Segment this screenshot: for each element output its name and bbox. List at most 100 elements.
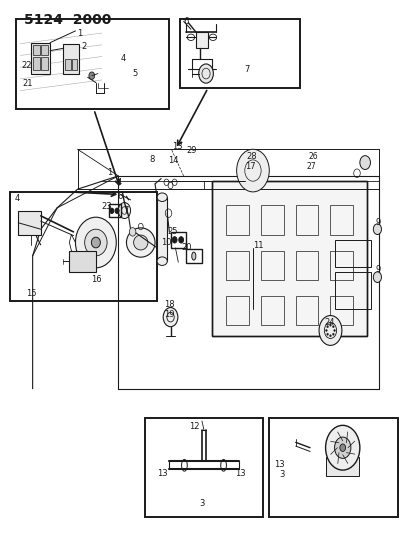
Circle shape: [327, 326, 328, 328]
Text: 18: 18: [164, 301, 175, 309]
Circle shape: [199, 64, 213, 83]
Circle shape: [330, 324, 331, 326]
Text: 2: 2: [81, 43, 86, 51]
Circle shape: [335, 437, 351, 458]
Circle shape: [129, 228, 136, 236]
Circle shape: [179, 237, 184, 243]
Text: 8: 8: [149, 156, 155, 164]
Bar: [65, 59, 71, 70]
Bar: [69, 251, 96, 272]
Text: 14: 14: [168, 157, 179, 165]
Bar: [296, 296, 318, 325]
Circle shape: [360, 156, 370, 169]
Circle shape: [89, 72, 95, 79]
Text: 5: 5: [132, 69, 137, 78]
Text: 13: 13: [173, 142, 183, 151]
Bar: [157, 197, 167, 261]
Bar: [33, 57, 40, 70]
Text: 19: 19: [164, 310, 175, 319]
Text: 7: 7: [124, 206, 129, 215]
Circle shape: [333, 333, 334, 335]
Bar: [18, 211, 41, 235]
Ellipse shape: [157, 257, 167, 265]
Text: 4: 4: [15, 195, 20, 203]
Ellipse shape: [85, 229, 107, 256]
Text: 15: 15: [27, 289, 37, 297]
Text: 27: 27: [306, 162, 316, 171]
Bar: [296, 205, 318, 235]
Ellipse shape: [157, 193, 167, 201]
Circle shape: [237, 149, 269, 192]
Bar: [10, 192, 157, 301]
Bar: [196, 32, 208, 48]
Text: 4: 4: [121, 54, 126, 63]
Bar: [226, 251, 249, 280]
Bar: [330, 296, 353, 325]
Text: 17: 17: [245, 162, 256, 171]
Circle shape: [327, 333, 328, 335]
Bar: [180, 19, 300, 88]
Circle shape: [373, 272, 381, 282]
Circle shape: [115, 208, 119, 213]
Text: 24: 24: [324, 318, 335, 327]
Text: 23: 23: [101, 202, 112, 211]
Bar: [330, 251, 353, 280]
Circle shape: [334, 329, 335, 332]
Bar: [72, 59, 77, 70]
Bar: [63, 44, 79, 74]
Bar: [33, 45, 40, 55]
Bar: [41, 57, 48, 70]
Bar: [330, 205, 353, 235]
Bar: [226, 205, 249, 235]
Circle shape: [330, 335, 331, 337]
Circle shape: [172, 237, 177, 243]
Circle shape: [326, 425, 360, 470]
Text: 13: 13: [235, 469, 246, 478]
Bar: [261, 296, 284, 325]
Ellipse shape: [134, 235, 148, 250]
Circle shape: [326, 329, 327, 332]
Ellipse shape: [126, 228, 155, 257]
Text: 26: 26: [308, 152, 318, 161]
Bar: [335, 272, 371, 309]
Circle shape: [340, 444, 346, 451]
Bar: [226, 296, 249, 325]
Text: 3: 3: [199, 499, 205, 508]
Bar: [109, 204, 121, 217]
Bar: [31, 43, 50, 74]
Text: 6: 6: [183, 17, 188, 26]
Bar: [261, 205, 284, 235]
Text: 5124  2000: 5124 2000: [24, 13, 112, 27]
Circle shape: [319, 316, 342, 345]
Bar: [296, 251, 318, 280]
Circle shape: [333, 326, 334, 328]
Text: 13: 13: [157, 469, 168, 478]
Bar: [212, 181, 367, 336]
Text: 9: 9: [375, 218, 380, 227]
Circle shape: [110, 208, 114, 213]
Bar: [326, 457, 359, 476]
Text: 13: 13: [274, 461, 285, 469]
Ellipse shape: [91, 237, 100, 248]
Text: 3: 3: [279, 470, 284, 479]
Text: 21: 21: [22, 79, 33, 88]
Bar: [186, 249, 202, 263]
Bar: [41, 45, 48, 55]
Text: 1: 1: [107, 168, 112, 176]
Text: 4: 4: [117, 178, 122, 187]
Text: 12: 12: [189, 422, 200, 431]
Text: 10: 10: [161, 238, 172, 247]
Text: 16: 16: [91, 276, 102, 284]
Bar: [171, 232, 186, 248]
Bar: [145, 418, 263, 517]
Text: 29: 29: [186, 147, 197, 155]
Text: 28: 28: [247, 152, 257, 161]
Text: 9: 9: [375, 265, 380, 273]
Text: 6: 6: [117, 192, 123, 200]
Circle shape: [163, 308, 178, 327]
Bar: [269, 418, 398, 517]
Circle shape: [118, 203, 131, 219]
Text: 7: 7: [244, 65, 250, 74]
Text: 11: 11: [253, 241, 264, 249]
Text: 20: 20: [181, 243, 192, 252]
